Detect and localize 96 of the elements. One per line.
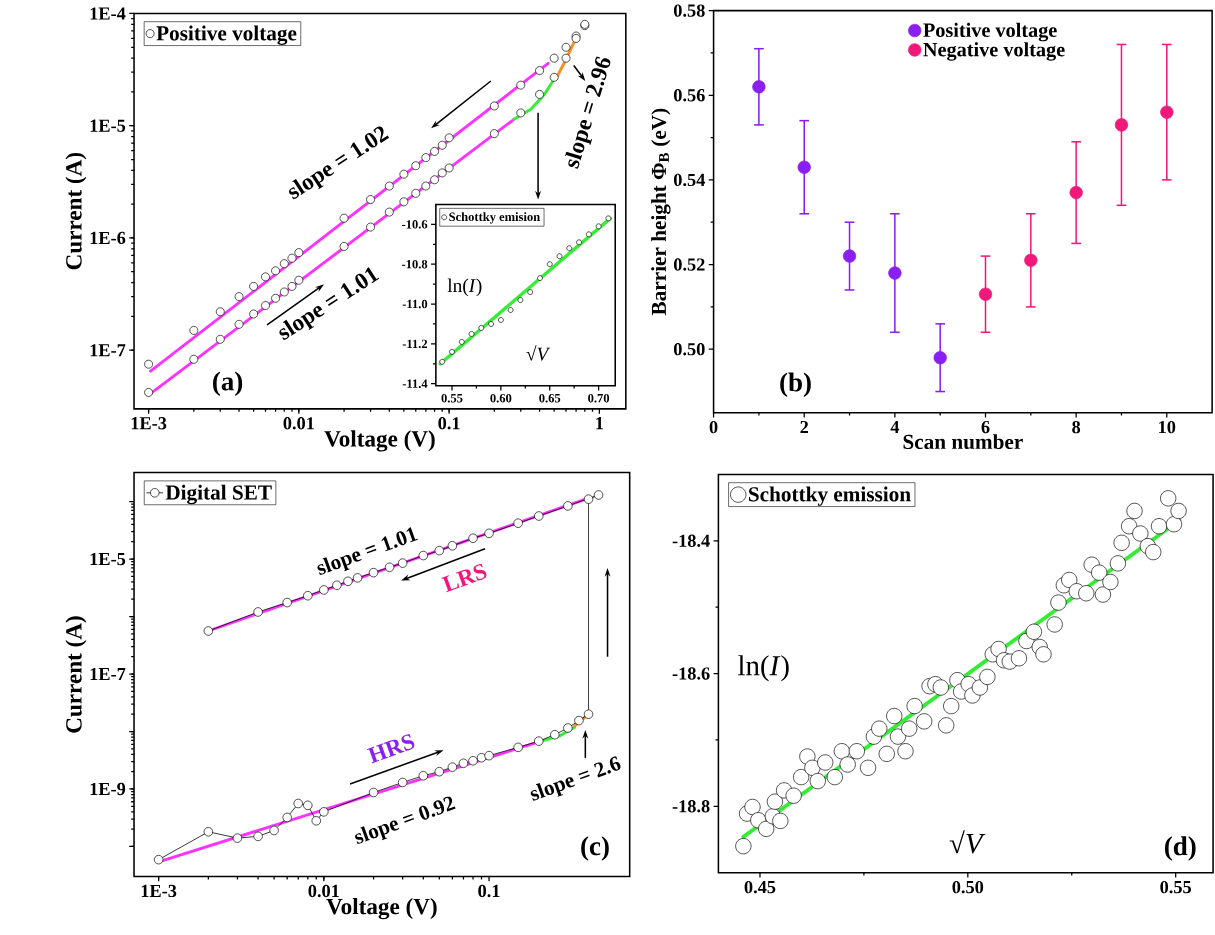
legend-label: Positive voltage	[156, 25, 297, 45]
x-tick-label: 8	[1072, 420, 1081, 434]
x-tick-label: 0	[709, 420, 718, 434]
point	[752, 80, 766, 94]
point	[888, 266, 902, 280]
y-axis-title: Current (A)	[65, 152, 87, 270]
x-tick-label: 1E-3	[141, 884, 177, 897]
y-tick-label: -10.8	[401, 259, 428, 269]
point	[605, 215, 612, 222]
x-tick-label: 0.01	[283, 416, 314, 430]
y-tick-label: -11.0	[402, 299, 428, 309]
y-tick-label: 1E-6	[90, 231, 126, 244]
point	[585, 231, 592, 237]
y-tick-label: 1E-7	[90, 343, 126, 357]
annotation: slope = 1.02	[288, 126, 390, 200]
point	[1114, 118, 1129, 132]
x-axis-title: √V	[526, 344, 551, 361]
y-tick-label: -10.6	[401, 219, 428, 229]
point	[1069, 185, 1083, 200]
x-tick-label: 0.60	[490, 393, 512, 403]
point	[488, 320, 494, 327]
annotation: slope = 2.6	[530, 756, 621, 801]
y-tick-label: 1E-5	[90, 552, 126, 565]
y-tick-label: -18.8	[672, 799, 710, 813]
x-tick-label: 0.70	[588, 393, 610, 403]
legend-label: Negative voltage	[923, 41, 1065, 61]
legend-label: Digital SET	[165, 484, 272, 504]
x-axis-title: √V	[949, 829, 986, 854]
x-tick-label: 1E-3	[131, 416, 167, 430]
point	[595, 223, 602, 230]
y-tick-label: -11.2	[402, 339, 428, 348]
y-axis-title: Current (A)	[65, 616, 87, 733]
point	[458, 338, 465, 345]
x-tick-label: 0.1	[478, 884, 500, 898]
y-axis-title: ln(I)	[447, 278, 482, 296]
point	[527, 289, 534, 295]
y-tick-label: -11.4	[402, 379, 428, 388]
x-tick-label: 0.01	[308, 884, 339, 898]
annotation: slope = 1.01	[317, 527, 418, 575]
annotation: (d)	[1164, 836, 1196, 861]
point	[537, 275, 543, 281]
x-tick-label: 0.55	[441, 393, 463, 403]
point	[842, 249, 857, 263]
point	[1160, 105, 1174, 119]
point	[478, 324, 485, 331]
x-axis-title: Voltage (V)	[326, 897, 437, 920]
y-tick-label: -18.4	[672, 534, 710, 547]
x-tick-label: 0.45	[744, 880, 776, 894]
point	[933, 350, 947, 365]
annotation: slope = 0.92	[355, 796, 456, 844]
point	[576, 239, 582, 245]
annotation: slope = 1.01	[279, 267, 380, 340]
annotation: LRS	[441, 563, 487, 593]
x-tick-label: 1	[596, 416, 603, 429]
annotation: (b)	[780, 372, 811, 397]
annotation: HRS	[366, 733, 415, 764]
x-tick-label: 0.1	[438, 416, 460, 430]
x-tick-label: 2	[800, 420, 809, 433]
point	[546, 261, 553, 267]
x-axis-title: Voltage (V)	[324, 430, 435, 452]
annotation: (c)	[581, 836, 609, 861]
y-tick-label: -18.6	[672, 667, 710, 680]
x-tick-label: 10	[1159, 420, 1176, 434]
y-axis-title: Barrier height Φ$_{B}$ (eV)	[651, 108, 671, 315]
y-tick-label: 1E-7	[90, 667, 126, 680]
x-tick-label: 0.65	[539, 393, 561, 403]
point	[556, 253, 563, 259]
y-tick-label: 0.52	[673, 258, 705, 271]
legend-label: Positive voltage	[923, 22, 1057, 42]
point	[468, 330, 475, 337]
y-tick-label: 1E-5	[90, 119, 126, 132]
point	[507, 306, 514, 313]
point	[439, 358, 446, 365]
point	[978, 287, 993, 301]
x-tick-label: 6	[981, 420, 990, 434]
legend-label: Schottky emision	[449, 212, 541, 224]
annotation: slope = 2.96	[565, 56, 611, 169]
point	[797, 160, 811, 174]
point	[498, 316, 504, 323]
y-tick-label: 0.54	[673, 173, 706, 186]
x-tick-label: 0.55	[1160, 880, 1192, 894]
point	[566, 245, 573, 251]
y-axis-title: ln(I)	[738, 654, 789, 682]
y-tick-label: 1E-4	[90, 7, 126, 20]
annotation: (a)	[213, 371, 243, 396]
y-tick-label: 1E-9	[90, 782, 126, 795]
point	[517, 297, 524, 303]
point	[449, 348, 455, 355]
point	[1024, 253, 1038, 267]
x-tick-label: 4	[890, 420, 900, 433]
x-tick-label: 0.50	[952, 880, 984, 894]
y-tick-label: 0.50	[673, 342, 705, 356]
y-tick-label: 0.56	[673, 88, 705, 102]
y-tick-label: 0.58	[673, 4, 705, 17]
x-axis-title: Scan number	[903, 433, 1023, 449]
legend-label: Schottky emission	[749, 486, 911, 506]
